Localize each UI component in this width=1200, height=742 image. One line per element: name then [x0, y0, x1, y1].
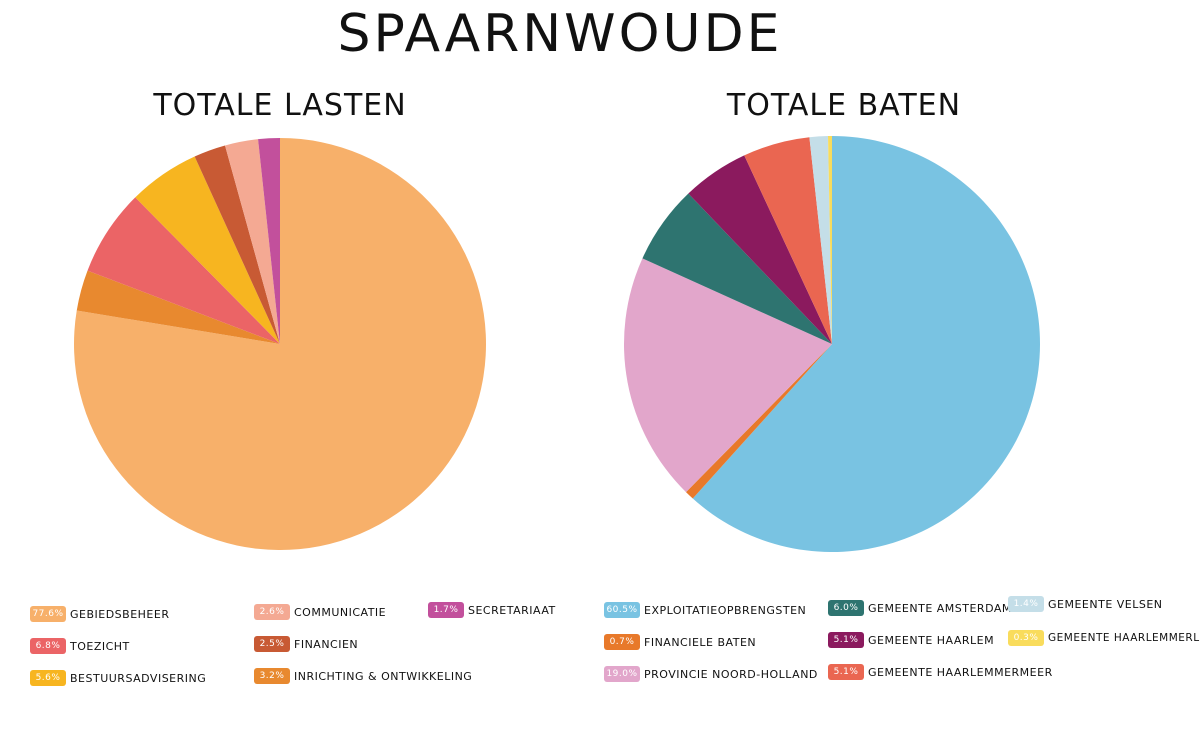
legend-swatch: 77.6% — [30, 606, 66, 622]
legend-item-bestuursadvisering: 5.6% BESTUURSADVISERING — [30, 670, 206, 686]
pie-slice-financien — [194, 145, 280, 344]
legend-swatch: 6.0% — [828, 600, 864, 616]
pie-slice-gebiedsbeheer — [74, 138, 487, 550]
legend-item-gebiedsbeheer: 77.6% GEBIEDSBEHEER — [30, 606, 169, 622]
legend-item-financien: 2.5% FINANCIEN — [254, 636, 358, 652]
chart-title-lasten: TOTALE LASTEN — [153, 88, 407, 123]
legend-item-exploitatieopbrengsten: 60.5% EXPLOITATIEOPBRENGSTEN — [604, 602, 806, 618]
pie-slice-gemeente-velsen — [809, 136, 832, 344]
legend-item-gemeente-haarlem: 5.1% GEMEENTE HAARLEM — [828, 632, 994, 648]
legend-item-gemeente-amsterdam: 6.0% GEMEENTE AMSTERDAM — [828, 600, 1012, 616]
legend-item-gemeente-velsen: 1.4% GEMEENTE VELSEN — [1008, 596, 1163, 612]
legend-label: COMMUNICATIE — [294, 605, 387, 619]
chart-title-baten: TOTALE BATEN — [726, 88, 962, 123]
legend-label: GEBIEDSBEHEER — [70, 607, 170, 621]
legend-label: BESTUURSADVISERING — [70, 671, 207, 685]
legend-swatch: 3.2% — [254, 668, 290, 684]
pie-slice-gemeente-amsterdam — [642, 193, 832, 344]
pie-slice-gemeente-haarlem — [688, 155, 832, 344]
pie-slice-provincie-noord-holland — [624, 258, 832, 493]
legend-label: GEMEENTE HAARLEM — [868, 633, 995, 647]
legend-label: PROVINCIE NOORD-HOLLAND — [644, 667, 818, 681]
page-title: SPAARNWOUDE — [337, 4, 783, 64]
legend-swatch: 2.5% — [254, 636, 290, 652]
pie-slice-bestuursadvisering — [135, 156, 280, 344]
pie-chart-baten — [624, 136, 1040, 552]
legend-swatch: 5.1% — [828, 632, 864, 648]
legend-label: TOEZICHT — [70, 639, 130, 653]
pie-chart-lasten — [74, 138, 487, 550]
legend-swatch: 6.8% — [30, 638, 66, 654]
legend-swatch: 0.3% — [1008, 630, 1044, 646]
pie-slice-toezicht — [87, 197, 281, 344]
legend-label: FINANCIEN — [294, 637, 359, 651]
legend-swatch: 1.7% — [428, 602, 464, 618]
legend-label: GEMEENTE AMSTERDAM — [868, 601, 1012, 615]
legend-label: FINANCIELE BATEN — [644, 635, 757, 649]
pie-slice-gemeente-haarlemmerliede — [828, 136, 832, 344]
legend-item-inrichting-ontwikkeling: 3.2% INRICHTING & ONTWIKKELING — [254, 668, 472, 684]
legend-item-communicatie: 2.6% COMMUNICATIE — [254, 604, 386, 620]
legend-label: GEMEENTE HAARLEMMERMEER — [868, 665, 1053, 679]
legend-item-gemeente-haarlemmermeer: 5.1% GEMEENTE HAARLEMMERMEER — [828, 664, 1053, 680]
pie-slice-exploitatieopbrengsten — [692, 136, 1040, 552]
pie-slice-financiele-baten — [685, 344, 832, 499]
legend-item-secretariaat: 1.7% SECRETARIAAT — [428, 602, 556, 618]
legend-label: INRICHTING & ONTWIKKELING — [294, 669, 473, 683]
legend-swatch: 60.5% — [604, 602, 640, 618]
legend-swatch: 19.0% — [604, 666, 640, 682]
legend-item-toezicht: 6.8% TOEZICHT — [30, 638, 130, 654]
legend-label: EXPLOITATIEOPBRENGSTEN — [644, 603, 807, 617]
legend-item-gemeente-haarlemmerliede: 0.3% GEMEENTE HAARLEMMERLIEDE — [1008, 630, 1200, 646]
pie-slice-gemeente-haarlemmermeer — [744, 137, 832, 344]
legend-swatch: 1.4% — [1008, 596, 1044, 612]
legend-item-provincie-noord-holland: 19.0% PROVINCIE NOORD-HOLLAND — [604, 666, 818, 682]
pie-slice-inrichting-ontwikkeling — [76, 270, 280, 344]
legend-swatch: 2.6% — [254, 604, 290, 620]
legend-label: SECRETARIAAT — [468, 603, 556, 617]
legend-item-financiele-baten: 0.7% FINANCIELE BATEN — [604, 634, 756, 650]
legend-label: GEMEENTE VELSEN — [1048, 597, 1163, 611]
pie-slice-communicatie — [225, 139, 280, 344]
legend-swatch: 5.6% — [30, 670, 66, 686]
legend-label: GEMEENTE HAARLEMMERLIEDE — [1048, 632, 1200, 644]
legend-swatch: 5.1% — [828, 664, 864, 680]
legend-swatch: 0.7% — [604, 634, 640, 650]
pie-slice-secretariaat — [258, 138, 280, 344]
